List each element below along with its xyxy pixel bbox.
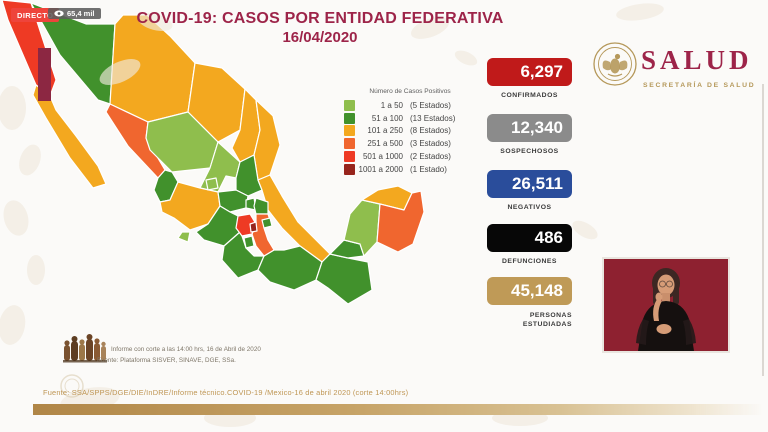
live-badge: DIRECTO xyxy=(11,8,60,22)
legend-swatch xyxy=(344,125,355,137)
mexico-choropleth-map xyxy=(1,0,425,305)
legend-row: 1001 a 2000 (1 Estado) xyxy=(344,163,476,176)
brand-subtitle: SECRETARÍA DE SALUD xyxy=(643,82,756,89)
legend-count: (3 Estados) xyxy=(410,139,451,149)
legend-row: 251 a 500 (3 Estados) xyxy=(344,137,476,150)
legend-count: (2 Estados) xyxy=(410,152,451,162)
state-quintana-roo xyxy=(376,190,425,253)
stat-label: NEGATIVOS xyxy=(507,204,552,211)
map-legend: Número de Casos Positivos 1 a 50 (5 Esta… xyxy=(344,88,476,176)
legend-row: 501 a 1000 (2 Estados) xyxy=(344,150,476,163)
stat-label: PERSONAS ESTUDIADAS xyxy=(522,312,572,329)
title-date: 16/04/2020 xyxy=(282,29,358,46)
legend-range: 1 a 50 xyxy=(380,100,403,110)
brand-salud: SALUD xyxy=(641,45,753,75)
legend-count: (13 Estados) xyxy=(410,113,456,123)
salud-seal-icon xyxy=(593,42,637,86)
stat-value-box: 12,340 xyxy=(487,114,572,142)
state-morelos xyxy=(243,235,255,249)
legend-range: 501 a 1000 xyxy=(362,152,403,162)
legend-count: (1 Estado) xyxy=(410,164,447,174)
page-title: COVID-19: CASOS POR ENTIDAD FEDERATIVA 1… xyxy=(128,10,512,46)
legend-swatch xyxy=(344,151,355,163)
legend-title: Número de Casos Positivos xyxy=(369,88,451,95)
interpreter-video xyxy=(602,257,730,353)
state-colima xyxy=(177,231,191,243)
stat-value-box: 26,511 xyxy=(487,170,572,198)
state-baja-california-sur xyxy=(32,84,107,189)
legend-row: 51 a 100 (13 Estados) xyxy=(344,112,476,125)
decorative-maroon-bar xyxy=(38,48,51,101)
legend-swatch xyxy=(344,112,355,124)
legend-row: 1 a 50 (5 Estados) xyxy=(344,99,476,112)
state-ciudad-de-mexico xyxy=(249,221,258,233)
state-tlaxcala xyxy=(261,217,273,229)
legend-count: (8 Estados) xyxy=(410,126,451,136)
stat-sospechosos: 12,340 SOSPECHOSOS xyxy=(487,114,572,155)
sign-language-interpreter xyxy=(636,268,696,351)
legend-swatch xyxy=(344,138,355,150)
source-citation: Fuente: SSA/SPPS/DGE/DIE/InDRE/Informe t… xyxy=(43,388,409,397)
legend-range: 51 a 100 xyxy=(371,113,403,123)
stat-label: CONFIRMADOS xyxy=(501,92,558,99)
stat-value-box: 486 xyxy=(487,224,572,252)
legend-range: 101 a 250 xyxy=(367,126,403,136)
viewer-count-badge: 65,4 mil xyxy=(48,8,101,19)
map-footnote-line2: Fuente: Plataforma SISVER, SINAVE, DGE, … xyxy=(97,357,236,365)
slide-edge-line xyxy=(762,84,764,376)
state-aguascalientes xyxy=(205,177,219,191)
map-footnote: Informe con corte a las 14:00 hrs, 16 de… xyxy=(97,344,261,367)
legend-row: 101 a 250 (8 Estados) xyxy=(344,125,476,138)
legend-range: 1001 a 2000 xyxy=(358,164,404,174)
stat-negativos: 26,511 NEGATIVOS xyxy=(487,170,572,211)
map-footnote-line1: Informe con corte a las 14:00 hrs, 16 de… xyxy=(111,346,261,353)
legend-swatch xyxy=(344,163,355,175)
stat-personas-estudiadas: 45,148 PERSONAS ESTUDIADAS xyxy=(487,277,572,329)
title-text: COVID-19: CASOS POR ENTIDAD FEDERATIVA xyxy=(136,10,504,27)
stat-value-box: 6,297 xyxy=(487,58,572,86)
eye-icon xyxy=(54,10,64,17)
figurines-logo xyxy=(63,334,107,363)
stat-value-box: 45,148 xyxy=(487,277,572,305)
watermark-seal xyxy=(60,374,84,398)
legend-range: 251 a 500 xyxy=(367,139,403,149)
stat-defunciones: 486 DEFUNCIONES xyxy=(487,224,572,265)
footer-gold-bar xyxy=(33,404,763,415)
stat-label: DEFUNCIONES xyxy=(502,258,557,265)
legend-count: (5 Estados) xyxy=(410,100,451,110)
stat-label: SOSPECHOSOS xyxy=(500,148,559,155)
viewer-count: 65,4 mil xyxy=(67,9,95,18)
stat-confirmados: 6,297 CONFIRMADOS xyxy=(487,58,572,99)
legend-swatch xyxy=(344,99,355,111)
